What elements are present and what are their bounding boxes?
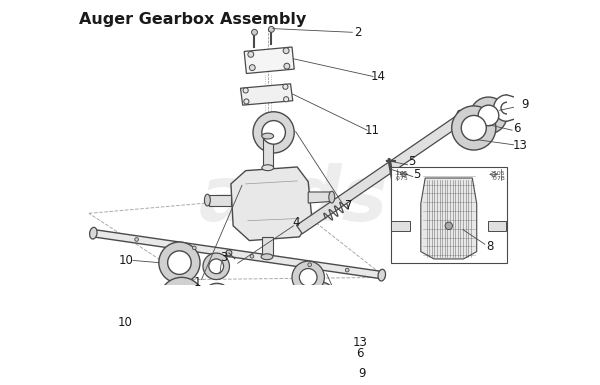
Ellipse shape [329,191,335,203]
Ellipse shape [248,52,254,57]
Ellipse shape [160,277,204,321]
Polygon shape [262,237,273,255]
Text: 11: 11 [365,124,380,137]
Polygon shape [241,84,293,105]
Ellipse shape [470,97,507,134]
Ellipse shape [209,289,225,305]
Ellipse shape [284,63,290,69]
Text: 8: 8 [486,240,494,253]
Ellipse shape [135,238,139,241]
Ellipse shape [433,210,465,242]
Text: 7: 7 [345,199,352,213]
Ellipse shape [452,106,496,150]
Ellipse shape [378,269,386,281]
Polygon shape [308,192,330,203]
Text: 3: 3 [220,251,227,264]
Bar [507,94,525,123]
Text: 5: 5 [413,168,421,181]
Ellipse shape [167,251,191,275]
Text: 10: 10 [118,316,133,330]
Ellipse shape [501,102,513,114]
Text: 6: 6 [356,346,364,360]
Ellipse shape [261,254,273,260]
Polygon shape [231,167,312,241]
Ellipse shape [203,253,229,280]
Polygon shape [421,178,477,259]
Ellipse shape [253,112,294,153]
Text: 13: 13 [352,336,367,348]
Ellipse shape [262,165,274,171]
Ellipse shape [169,287,194,312]
Polygon shape [93,229,382,279]
Ellipse shape [244,99,249,104]
Bar [488,221,506,231]
Ellipse shape [205,194,211,206]
Ellipse shape [226,250,232,256]
Ellipse shape [251,29,257,35]
Text: 13: 13 [513,139,527,152]
Ellipse shape [308,263,311,266]
Text: 6: 6 [513,122,520,135]
Ellipse shape [262,133,274,139]
Text: 4: 4 [293,216,300,229]
Text: 2: 2 [354,26,361,39]
Bar [391,221,410,231]
Ellipse shape [310,290,329,309]
Bar [391,167,507,263]
Ellipse shape [250,65,255,70]
Ellipse shape [295,310,319,333]
Text: Auger Gearbox Assembly: Auger Gearbox Assembly [79,12,306,27]
Text: .105
.078: .105 .078 [491,171,505,181]
Text: 9: 9 [358,367,365,380]
Ellipse shape [284,97,289,102]
Text: 10: 10 [119,254,134,267]
Ellipse shape [299,268,317,286]
Ellipse shape [159,242,200,283]
Text: 9: 9 [521,98,529,111]
Ellipse shape [250,254,254,258]
Polygon shape [244,47,294,74]
Polygon shape [263,137,273,167]
Ellipse shape [478,105,499,126]
Ellipse shape [440,217,458,235]
Ellipse shape [262,121,286,144]
Ellipse shape [283,84,288,89]
Ellipse shape [286,301,328,342]
Text: 14: 14 [371,70,386,83]
Ellipse shape [457,110,469,125]
Ellipse shape [494,95,520,121]
Polygon shape [296,114,466,234]
Text: 5: 5 [408,155,416,168]
Text: .105
.075: .105 .075 [394,171,408,181]
Ellipse shape [445,222,452,229]
Ellipse shape [292,261,325,293]
Ellipse shape [346,268,349,272]
Ellipse shape [203,283,231,311]
Ellipse shape [243,88,248,93]
Ellipse shape [283,48,289,54]
Polygon shape [209,195,231,206]
Ellipse shape [209,259,224,274]
Ellipse shape [268,27,274,32]
Ellipse shape [302,282,337,317]
Ellipse shape [193,246,196,250]
Ellipse shape [461,116,486,141]
Text: 1: 1 [194,276,202,289]
Text: ards: ards [199,163,388,237]
Ellipse shape [89,228,97,239]
